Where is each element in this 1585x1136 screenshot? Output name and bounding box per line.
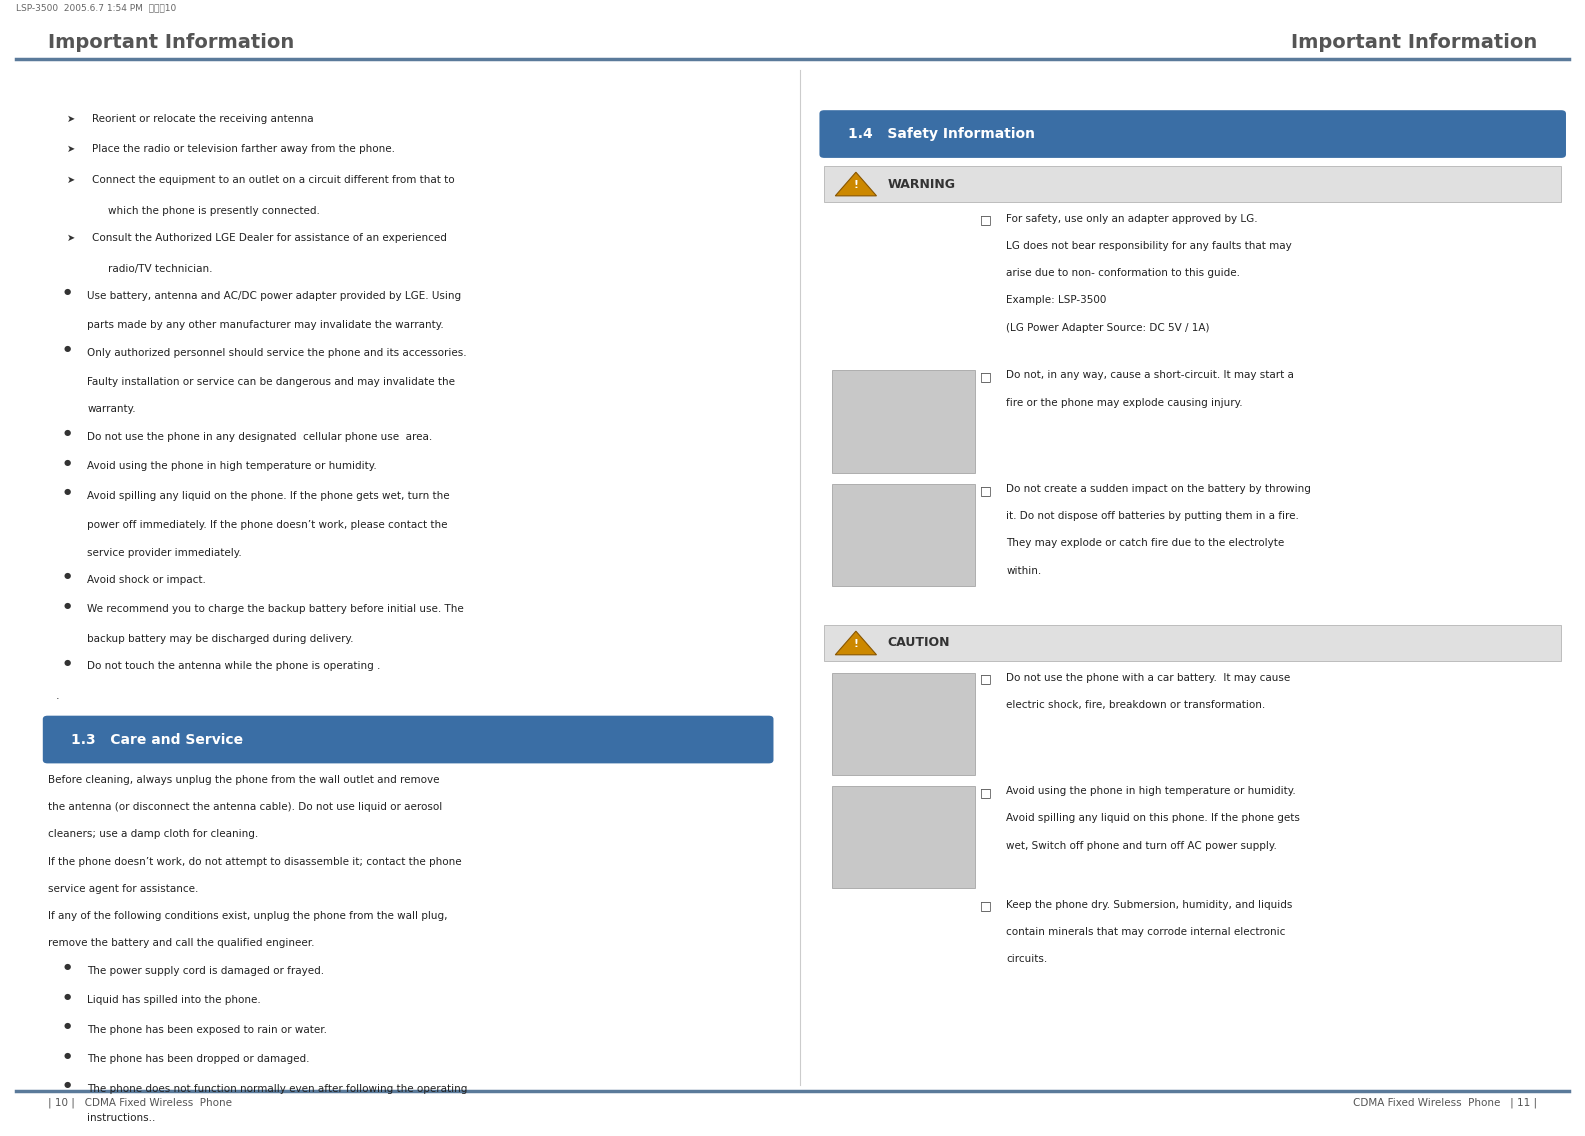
Text: □: □ (980, 786, 991, 799)
Text: CDMA Fixed Wireless  Phone   | 11 |: CDMA Fixed Wireless Phone | 11 | (1354, 1097, 1537, 1108)
Text: 1.4   Safety Information: 1.4 Safety Information (848, 127, 1035, 141)
Text: power off immediately. If the phone doesn’t work, please contact the: power off immediately. If the phone does… (87, 520, 447, 531)
Text: ●: ● (63, 458, 71, 467)
Text: Reorient or relocate the receiving antenna: Reorient or relocate the receiving anten… (92, 114, 314, 124)
FancyBboxPatch shape (824, 625, 1561, 661)
Text: We recommend you to charge the backup battery before initial use. The: We recommend you to charge the backup ba… (87, 604, 464, 615)
Text: ●: ● (63, 992, 71, 1001)
Text: Avoid spilling any liquid on the phone. If the phone gets wet, turn the: Avoid spilling any liquid on the phone. … (87, 491, 450, 501)
Text: circuits.: circuits. (1006, 954, 1048, 964)
Text: Consult the Authorized LGE Dealer for assistance of an experienced: Consult the Authorized LGE Dealer for as… (92, 233, 447, 243)
Text: Keep the phone dry. Submersion, humidity, and liquids: Keep the phone dry. Submersion, humidity… (1006, 900, 1293, 910)
FancyBboxPatch shape (819, 110, 1566, 158)
Text: Before cleaning, always unplug the phone from the wall outlet and remove: Before cleaning, always unplug the phone… (48, 775, 439, 785)
FancyBboxPatch shape (832, 786, 975, 888)
Text: Avoid using the phone in high temperature or humidity.: Avoid using the phone in high temperatur… (1006, 786, 1297, 796)
Text: ➤: ➤ (67, 114, 74, 124)
Text: Example: LSP-3500: Example: LSP-3500 (1006, 295, 1106, 306)
Text: They may explode or catch fire due to the electrolyte: They may explode or catch fire due to th… (1006, 538, 1285, 549)
Text: The phone has been exposed to rain or water.: The phone has been exposed to rain or wa… (87, 1025, 327, 1035)
Text: ●: ● (63, 1051, 71, 1060)
Text: instructions..: instructions.. (87, 1113, 155, 1124)
Text: ➤: ➤ (67, 175, 74, 185)
Text: ➤: ➤ (67, 233, 74, 243)
Text: ●: ● (63, 601, 71, 610)
Text: (LG Power Adapter Source: DC 5V / 1A): (LG Power Adapter Source: DC 5V / 1A) (1006, 323, 1209, 333)
Text: LG does not bear responsibility for any faults that may: LG does not bear responsibility for any … (1006, 241, 1292, 251)
Text: parts made by any other manufacturer may invalidate the warranty.: parts made by any other manufacturer may… (87, 320, 444, 331)
Text: □: □ (980, 673, 991, 685)
Text: !: ! (853, 640, 859, 649)
Text: ●: ● (63, 428, 71, 437)
FancyBboxPatch shape (43, 716, 773, 763)
Text: ➤: ➤ (67, 144, 74, 154)
Text: it. Do not dispose off batteries by putting them in a fire.: it. Do not dispose off batteries by putt… (1006, 511, 1300, 521)
Text: The phone does not function normally even after following the operating: The phone does not function normally eve… (87, 1084, 468, 1094)
Text: remove the battery and call the qualified engineer.: remove the battery and call the qualifie… (48, 938, 314, 949)
Text: ●: ● (63, 344, 71, 353)
Text: Connect the equipment to an outlet on a circuit different from that to: Connect the equipment to an outlet on a … (92, 175, 455, 185)
Text: Liquid has spilled into the phone.: Liquid has spilled into the phone. (87, 995, 262, 1005)
Text: WARNING: WARNING (888, 177, 956, 191)
Text: Do not use the phone with a car battery.  It may cause: Do not use the phone with a car battery.… (1006, 673, 1290, 683)
Text: !: ! (853, 181, 859, 190)
Text: warranty.: warranty. (87, 404, 136, 415)
Text: ●: ● (63, 962, 71, 971)
FancyBboxPatch shape (824, 166, 1561, 202)
FancyBboxPatch shape (832, 484, 975, 586)
Text: The phone has been dropped or damaged.: The phone has been dropped or damaged. (87, 1054, 309, 1064)
Text: contain minerals that may corrode internal electronic: contain minerals that may corrode intern… (1006, 927, 1285, 937)
Text: backup battery may be discharged during delivery.: backup battery may be discharged during … (87, 634, 353, 644)
Text: Do not touch the antenna while the phone is operating .: Do not touch the antenna while the phone… (87, 661, 380, 671)
FancyBboxPatch shape (832, 370, 975, 473)
Text: ●: ● (63, 1080, 71, 1089)
Text: Only authorized personnel should service the phone and its accessories.: Only authorized personnel should service… (87, 348, 468, 358)
Text: If any of the following conditions exist, unplug the phone from the wall plug,: If any of the following conditions exist… (48, 911, 447, 921)
Text: Place the radio or television farther away from the phone.: Place the radio or television farther aw… (92, 144, 395, 154)
Text: LSP-3500  2005.6.7 1:54 PM  페이지10: LSP-3500 2005.6.7 1:54 PM 페이지10 (16, 3, 176, 12)
Text: Use battery, antenna and AC/DC power adapter provided by LGE. Using: Use battery, antenna and AC/DC power ada… (87, 291, 461, 301)
Text: ●: ● (63, 658, 71, 667)
Text: Avoid spilling any liquid on this phone. If the phone gets: Avoid spilling any liquid on this phone.… (1006, 813, 1300, 824)
Text: cleaners; use a damp cloth for cleaning.: cleaners; use a damp cloth for cleaning. (48, 829, 258, 840)
Text: radio/TV technician.: radio/TV technician. (108, 264, 212, 274)
Text: 1.3   Care and Service: 1.3 Care and Service (71, 733, 244, 746)
Text: Important Information: Important Information (1292, 33, 1537, 52)
Text: □: □ (980, 900, 991, 912)
Text: □: □ (980, 370, 991, 383)
Text: service agent for assistance.: service agent for assistance. (48, 884, 198, 894)
Text: electric shock, fire, breakdown or transformation.: electric shock, fire, breakdown or trans… (1006, 700, 1266, 710)
Polygon shape (835, 173, 877, 195)
Text: ●: ● (63, 487, 71, 496)
Text: wet, Switch off phone and turn off AC power supply.: wet, Switch off phone and turn off AC po… (1006, 841, 1278, 851)
Text: which the phone is presently connected.: which the phone is presently connected. (108, 206, 323, 216)
Text: Do not, in any way, cause a short-circuit. It may start a: Do not, in any way, cause a short-circui… (1006, 370, 1295, 381)
Text: ●: ● (63, 1021, 71, 1030)
Text: If the phone doesn’t work, do not attempt to disassemble it; contact the phone: If the phone doesn’t work, do not attemp… (48, 857, 461, 867)
Text: For safety, use only an adapter approved by LG.: For safety, use only an adapter approved… (1006, 214, 1258, 224)
Text: CAUTION: CAUTION (888, 636, 949, 650)
Text: Avoid using the phone in high temperature or humidity.: Avoid using the phone in high temperatur… (87, 461, 377, 471)
Text: Important Information: Important Information (48, 33, 293, 52)
Text: ●: ● (63, 571, 71, 580)
Text: ●: ● (63, 287, 71, 296)
Text: □: □ (980, 484, 991, 496)
Polygon shape (835, 632, 877, 654)
Text: fire or the phone may explode causing injury.: fire or the phone may explode causing in… (1006, 398, 1243, 408)
FancyBboxPatch shape (832, 673, 975, 775)
Text: Do not use the phone in any designated  cellular phone use  area.: Do not use the phone in any designated c… (87, 432, 433, 442)
Text: Do not create a sudden impact on the battery by throwing: Do not create a sudden impact on the bat… (1006, 484, 1311, 494)
Text: The power supply cord is damaged or frayed.: The power supply cord is damaged or fray… (87, 966, 325, 976)
Text: □: □ (980, 214, 991, 226)
Text: Avoid shock or impact.: Avoid shock or impact. (87, 575, 206, 585)
Text: arise due to non- conformation to this guide.: arise due to non- conformation to this g… (1006, 268, 1241, 278)
Text: .: . (55, 691, 59, 701)
Text: service provider immediately.: service provider immediately. (87, 548, 243, 558)
Text: Faulty installation or service can be dangerous and may invalidate the: Faulty installation or service can be da… (87, 377, 455, 387)
Text: | 10 |   CDMA Fixed Wireless  Phone: | 10 | CDMA Fixed Wireless Phone (48, 1097, 231, 1108)
Text: the antenna (or disconnect the antenna cable). Do not use liquid or aerosol: the antenna (or disconnect the antenna c… (48, 802, 442, 812)
Text: within.: within. (1006, 566, 1041, 576)
